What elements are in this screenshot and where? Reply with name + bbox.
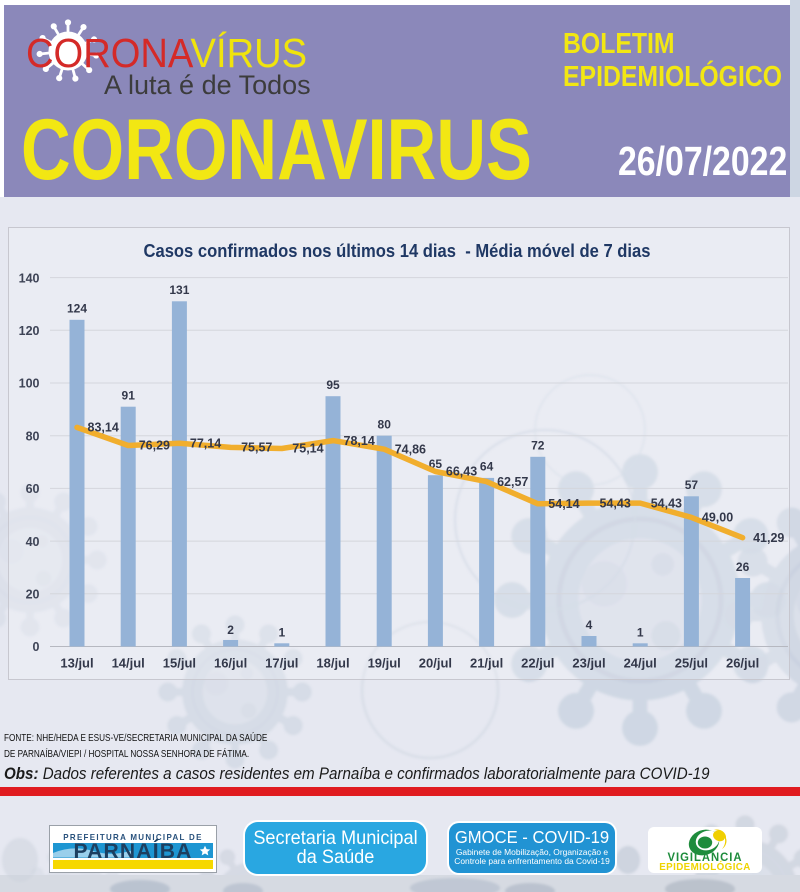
svg-text:22/jul: 22/jul bbox=[521, 656, 554, 671]
svg-text:54,14: 54,14 bbox=[548, 497, 579, 511]
svg-text:66,43: 66,43 bbox=[446, 465, 477, 479]
svg-text:91: 91 bbox=[122, 389, 136, 403]
svg-text:16/jul: 16/jul bbox=[214, 656, 247, 671]
svg-text:0: 0 bbox=[33, 640, 40, 654]
svg-text:Casos confirmados nos últimos: Casos confirmados nos últimos 14 dias - … bbox=[144, 241, 651, 261]
svg-text:26/jul: 26/jul bbox=[726, 656, 759, 671]
svg-text:14/jul: 14/jul bbox=[112, 656, 145, 671]
svg-text:19/jul: 19/jul bbox=[368, 656, 401, 671]
svg-text:1: 1 bbox=[278, 626, 285, 640]
svg-text:95: 95 bbox=[326, 378, 340, 392]
svg-text:26: 26 bbox=[736, 560, 750, 574]
svg-text:49,00: 49,00 bbox=[702, 511, 733, 525]
svg-text:100: 100 bbox=[19, 377, 40, 391]
svg-text:72: 72 bbox=[531, 439, 545, 453]
svg-text:60: 60 bbox=[26, 482, 40, 496]
svg-text:83,14: 83,14 bbox=[88, 421, 119, 435]
svg-text:74,86: 74,86 bbox=[395, 442, 426, 456]
svg-text:78,14: 78,14 bbox=[344, 434, 375, 448]
svg-text:77,14: 77,14 bbox=[190, 436, 221, 450]
svg-text:4: 4 bbox=[586, 618, 593, 632]
svg-text:1: 1 bbox=[637, 626, 644, 640]
svg-text:54,43: 54,43 bbox=[651, 496, 682, 510]
svg-text:17/jul: 17/jul bbox=[265, 656, 298, 671]
svg-text:57: 57 bbox=[685, 478, 699, 492]
svg-text:40: 40 bbox=[26, 535, 40, 549]
svg-text:80: 80 bbox=[378, 418, 392, 432]
svg-text:80: 80 bbox=[26, 429, 40, 443]
svg-text:131: 131 bbox=[169, 283, 189, 297]
svg-text:23/jul: 23/jul bbox=[572, 656, 605, 671]
svg-text:54,43: 54,43 bbox=[600, 496, 631, 510]
svg-text:75,57: 75,57 bbox=[241, 441, 272, 455]
svg-text:140: 140 bbox=[19, 271, 40, 285]
svg-text:62,57: 62,57 bbox=[497, 475, 528, 489]
svg-text:2: 2 bbox=[227, 623, 234, 637]
svg-text:24/jul: 24/jul bbox=[624, 656, 657, 671]
svg-text:75,14: 75,14 bbox=[292, 442, 323, 456]
svg-text:25/jul: 25/jul bbox=[675, 656, 708, 671]
svg-text:20: 20 bbox=[26, 588, 40, 602]
svg-text:20/jul: 20/jul bbox=[419, 656, 452, 671]
svg-text:124: 124 bbox=[67, 302, 87, 316]
svg-text:13/jul: 13/jul bbox=[60, 656, 93, 671]
svg-text:76,29: 76,29 bbox=[139, 439, 170, 453]
svg-text:15/jul: 15/jul bbox=[163, 656, 196, 671]
svg-text:18/jul: 18/jul bbox=[316, 656, 349, 671]
svg-text:41,29: 41,29 bbox=[753, 531, 784, 545]
svg-text:64: 64 bbox=[480, 460, 494, 474]
svg-text:21/jul: 21/jul bbox=[470, 656, 503, 671]
svg-text:120: 120 bbox=[19, 324, 40, 338]
